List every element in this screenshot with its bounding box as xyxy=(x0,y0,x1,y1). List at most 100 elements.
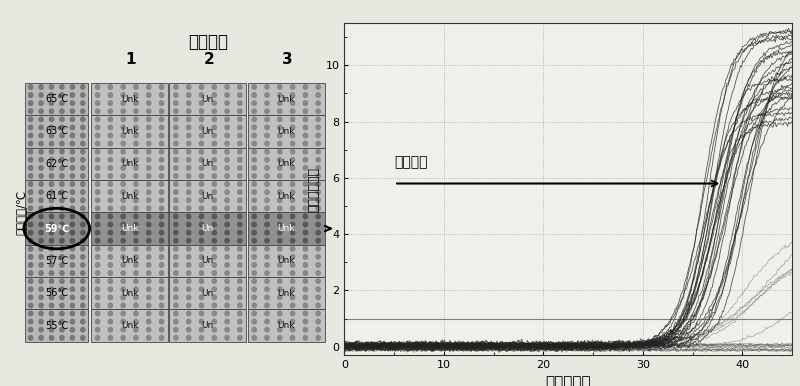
Circle shape xyxy=(225,230,229,235)
Circle shape xyxy=(212,125,217,130)
Circle shape xyxy=(238,149,242,154)
Circle shape xyxy=(303,222,307,227)
Circle shape xyxy=(265,182,269,186)
Circle shape xyxy=(186,174,191,178)
Circle shape xyxy=(60,335,64,340)
Circle shape xyxy=(186,133,191,138)
Circle shape xyxy=(108,198,113,203)
Circle shape xyxy=(95,182,100,186)
Circle shape xyxy=(252,174,256,178)
Circle shape xyxy=(159,133,164,138)
Circle shape xyxy=(225,117,229,122)
Circle shape xyxy=(39,125,43,130)
Circle shape xyxy=(146,271,151,275)
Circle shape xyxy=(212,206,217,211)
Circle shape xyxy=(290,141,294,146)
Circle shape xyxy=(199,295,204,300)
Circle shape xyxy=(81,206,85,211)
Circle shape xyxy=(265,141,269,146)
Circle shape xyxy=(50,85,54,89)
Circle shape xyxy=(50,125,54,130)
Circle shape xyxy=(121,303,126,308)
Circle shape xyxy=(146,149,151,154)
Circle shape xyxy=(186,85,191,89)
Circle shape xyxy=(278,101,282,105)
Circle shape xyxy=(290,230,294,235)
Circle shape xyxy=(303,287,307,291)
Circle shape xyxy=(252,133,256,138)
Circle shape xyxy=(225,109,229,113)
Circle shape xyxy=(316,327,320,332)
Circle shape xyxy=(60,279,64,283)
Circle shape xyxy=(174,263,178,267)
Circle shape xyxy=(278,190,282,195)
Circle shape xyxy=(238,255,242,259)
Circle shape xyxy=(146,101,151,105)
Circle shape xyxy=(252,109,256,113)
Circle shape xyxy=(39,157,43,162)
Circle shape xyxy=(186,295,191,300)
Circle shape xyxy=(60,157,64,162)
Circle shape xyxy=(81,101,85,105)
Circle shape xyxy=(290,247,294,251)
Circle shape xyxy=(186,117,191,122)
Circle shape xyxy=(121,263,126,267)
Circle shape xyxy=(278,125,282,130)
Circle shape xyxy=(108,166,113,170)
Circle shape xyxy=(238,93,242,97)
Circle shape xyxy=(50,101,54,105)
Circle shape xyxy=(316,311,320,316)
Circle shape xyxy=(81,222,85,227)
Circle shape xyxy=(121,279,126,283)
Circle shape xyxy=(39,327,43,332)
Circle shape xyxy=(278,247,282,251)
Circle shape xyxy=(134,295,138,300)
Circle shape xyxy=(290,133,294,138)
Circle shape xyxy=(186,198,191,203)
Circle shape xyxy=(225,319,229,324)
Circle shape xyxy=(29,125,33,130)
Circle shape xyxy=(121,319,126,324)
Circle shape xyxy=(70,263,74,267)
Circle shape xyxy=(81,239,85,243)
Circle shape xyxy=(303,303,307,308)
Text: Un: Un xyxy=(202,95,214,103)
Circle shape xyxy=(265,255,269,259)
Circle shape xyxy=(316,182,320,186)
Circle shape xyxy=(225,247,229,251)
Circle shape xyxy=(50,157,54,162)
Circle shape xyxy=(29,190,33,195)
Circle shape xyxy=(316,149,320,154)
Circle shape xyxy=(199,182,204,186)
Circle shape xyxy=(95,174,100,178)
Circle shape xyxy=(121,311,126,316)
Circle shape xyxy=(134,327,138,332)
Circle shape xyxy=(146,230,151,235)
Circle shape xyxy=(39,303,43,308)
Circle shape xyxy=(265,287,269,291)
Text: Unk: Unk xyxy=(121,192,138,201)
Circle shape xyxy=(199,247,204,251)
Circle shape xyxy=(159,93,164,97)
Circle shape xyxy=(186,255,191,259)
Circle shape xyxy=(265,319,269,324)
Circle shape xyxy=(199,271,204,275)
Circle shape xyxy=(303,255,307,259)
Circle shape xyxy=(70,174,74,178)
Circle shape xyxy=(134,206,138,211)
Circle shape xyxy=(81,93,85,97)
Circle shape xyxy=(108,247,113,251)
Circle shape xyxy=(212,93,217,97)
Bar xyxy=(26,310,88,342)
Circle shape xyxy=(39,287,43,291)
Circle shape xyxy=(70,141,74,146)
Bar xyxy=(26,83,88,115)
Circle shape xyxy=(39,101,43,105)
Circle shape xyxy=(186,311,191,316)
Circle shape xyxy=(199,239,204,243)
Circle shape xyxy=(303,93,307,97)
Circle shape xyxy=(60,327,64,332)
Circle shape xyxy=(95,287,100,291)
Text: Unk: Unk xyxy=(278,321,295,330)
Circle shape xyxy=(199,149,204,154)
